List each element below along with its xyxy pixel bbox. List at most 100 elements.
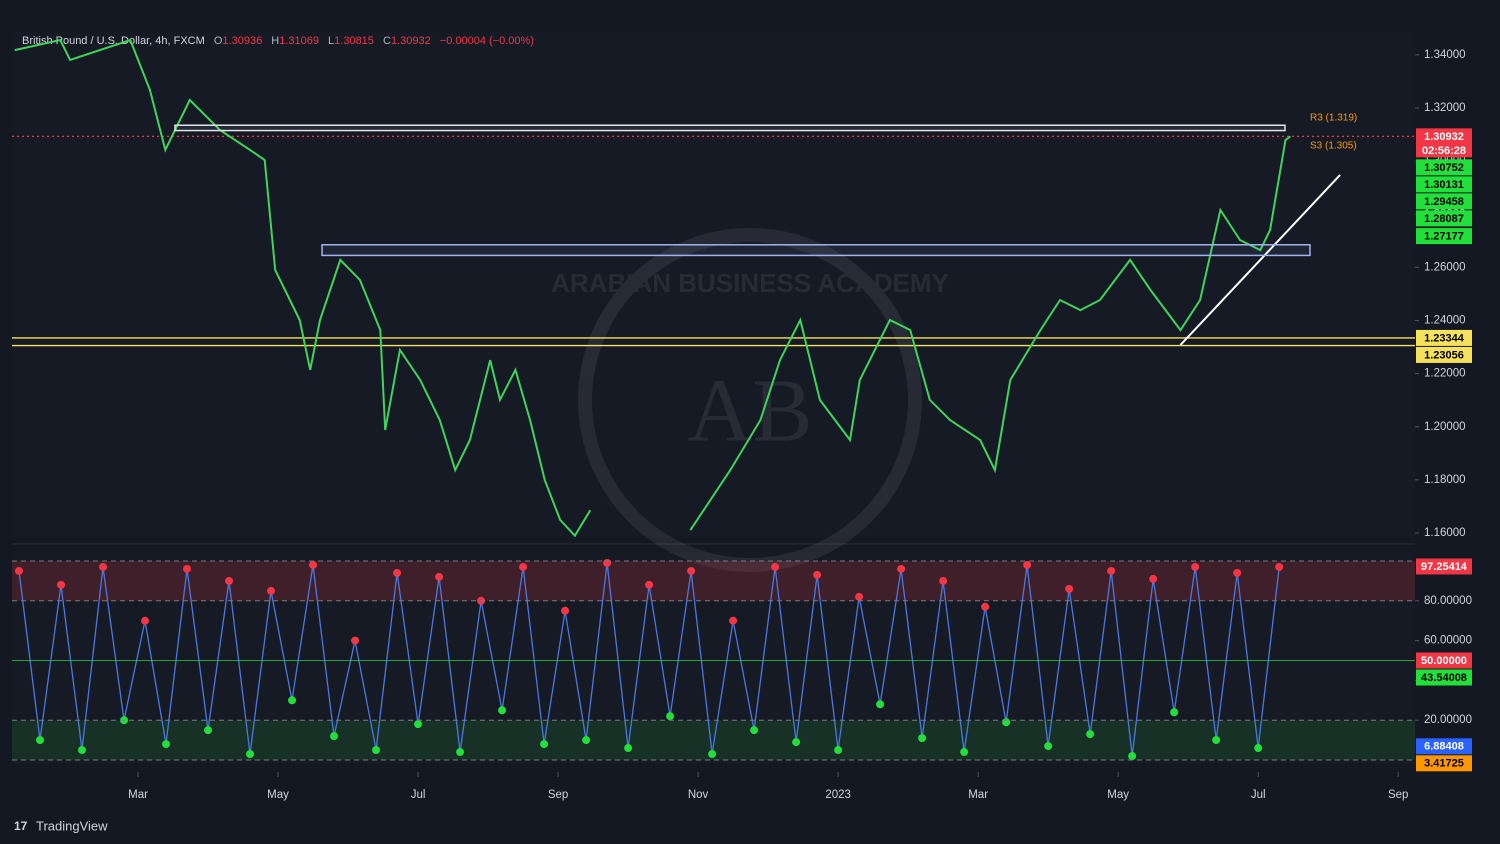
price-tag [1416,329,1472,346]
footer: TradingView [36,818,108,833]
signal-dot [141,616,150,625]
signal-dot [78,746,87,755]
x-tick-label: Jul [411,789,426,801]
zone [321,244,1311,257]
countdown-tag [1416,143,1472,158]
signal-dot [918,734,927,743]
signal-dot [498,706,507,715]
signal-dot [351,636,360,645]
x-tick-label: Sep [548,789,568,801]
signal-dot [57,580,66,589]
signal-dot [1275,562,1284,571]
o-value: 1.30936 [222,35,262,47]
x-tick-label: Mar [128,789,148,801]
y-tick-label: 1.26000 [1424,261,1466,273]
h-value: 1.31069 [279,35,319,47]
l-value: 1.30815 [334,35,374,47]
price-tag [1416,346,1472,363]
signal-dot [540,740,549,749]
price-tag [1416,558,1472,575]
x-tick-label: May [1107,789,1129,801]
price-tag-label: 1.23344 [1424,332,1465,344]
signal-dot [1170,708,1179,717]
y-tick-label: 80.00000 [1424,595,1472,607]
signal-dot [666,712,675,721]
signal-dot [729,616,738,625]
series-line [14,38,1291,537]
change: −0.00004 (−0.00%) [440,35,534,47]
price-tag [1416,159,1472,176]
trendline [1179,174,1341,346]
signal-dot [288,696,297,705]
symbol: British Pound / U.S. Dollar, 4h, FXCM [22,35,205,47]
signal-dot [981,602,990,611]
signal-dot [183,564,192,573]
signal-dot [267,586,276,595]
countdown: 02:56:28 [1422,145,1466,157]
price-tag [1416,128,1472,145]
price-tag [1416,228,1472,245]
signal-dot [519,562,528,571]
signal-dot [960,748,969,757]
price-tag-label: 97.25414 [1421,561,1468,573]
price-tag-label: 1.23056 [1424,349,1464,361]
signal-dot [162,740,171,749]
signal-dot [1128,752,1137,761]
y-tick-label: 60.00000 [1424,635,1472,647]
overbought-band [12,561,1415,601]
watermark-logo: AB [687,362,812,461]
pivot-label: R3 (1.319) [1310,113,1357,124]
watermark-ring [578,228,922,572]
price-tag-label: 3.41725 [1424,758,1464,770]
signal-dot [750,726,759,735]
signal-dot [1191,562,1200,571]
header: British Pound / U.S. Dollar, 4h, FXCM O1… [22,35,534,47]
signal-dot [1107,566,1116,575]
signal-dot [372,746,381,755]
signal-dot [414,720,423,729]
price-tag-label: 1.30131 [1424,179,1464,191]
h-label: H [271,35,279,47]
price-tag-label: 43.54008 [1421,672,1467,684]
signal-dot [15,566,24,575]
signal-dot [813,570,822,579]
l-label: L [328,35,334,47]
c-value: 1.30932 [391,35,431,47]
price-tag [1416,652,1472,669]
signal-dot [246,750,255,759]
price-tag [1416,176,1472,193]
price-tag-label: 1.29458 [1424,196,1464,208]
signal-dot [1233,568,1242,577]
price-tag [1416,738,1472,755]
signal-dot [456,748,465,757]
price-tag-label: 50.00000 [1421,655,1467,667]
signal-dot [603,558,612,567]
logo: 17 TradingView [14,818,108,833]
signal-dot [204,726,213,735]
signal-dot [99,562,108,571]
signal-dot [1086,730,1095,739]
signal-dot [834,746,843,755]
signal-dot [393,568,402,577]
signal-dot [876,700,885,709]
oscillator-pane [12,552,1415,764]
signal-dot [225,576,234,585]
signal-dot [939,576,948,585]
x-tick-label: Sep [1388,789,1408,801]
signal-dot [435,572,444,581]
price-tag [1416,193,1472,210]
price-tag-label: 1.28087 [1424,213,1464,225]
price-tag-label: 1.30932 [1424,131,1464,143]
signal-dot [708,750,717,759]
y-tick-label: 20.00000 [1424,714,1472,726]
signal-dot [624,744,633,753]
watermark: ARABIAN BUSINESS ACADEMY AB [551,228,949,572]
y-tick-label: 1.34000 [1424,49,1466,61]
price-tag [1416,755,1472,772]
y-tick-label: 1.24000 [1424,315,1466,327]
price-pane [12,32,1415,537]
pivot-label: S3 (1.305) [1310,141,1357,152]
signal-dot [771,562,780,571]
price-tag-label: 1.30752 [1424,162,1464,174]
